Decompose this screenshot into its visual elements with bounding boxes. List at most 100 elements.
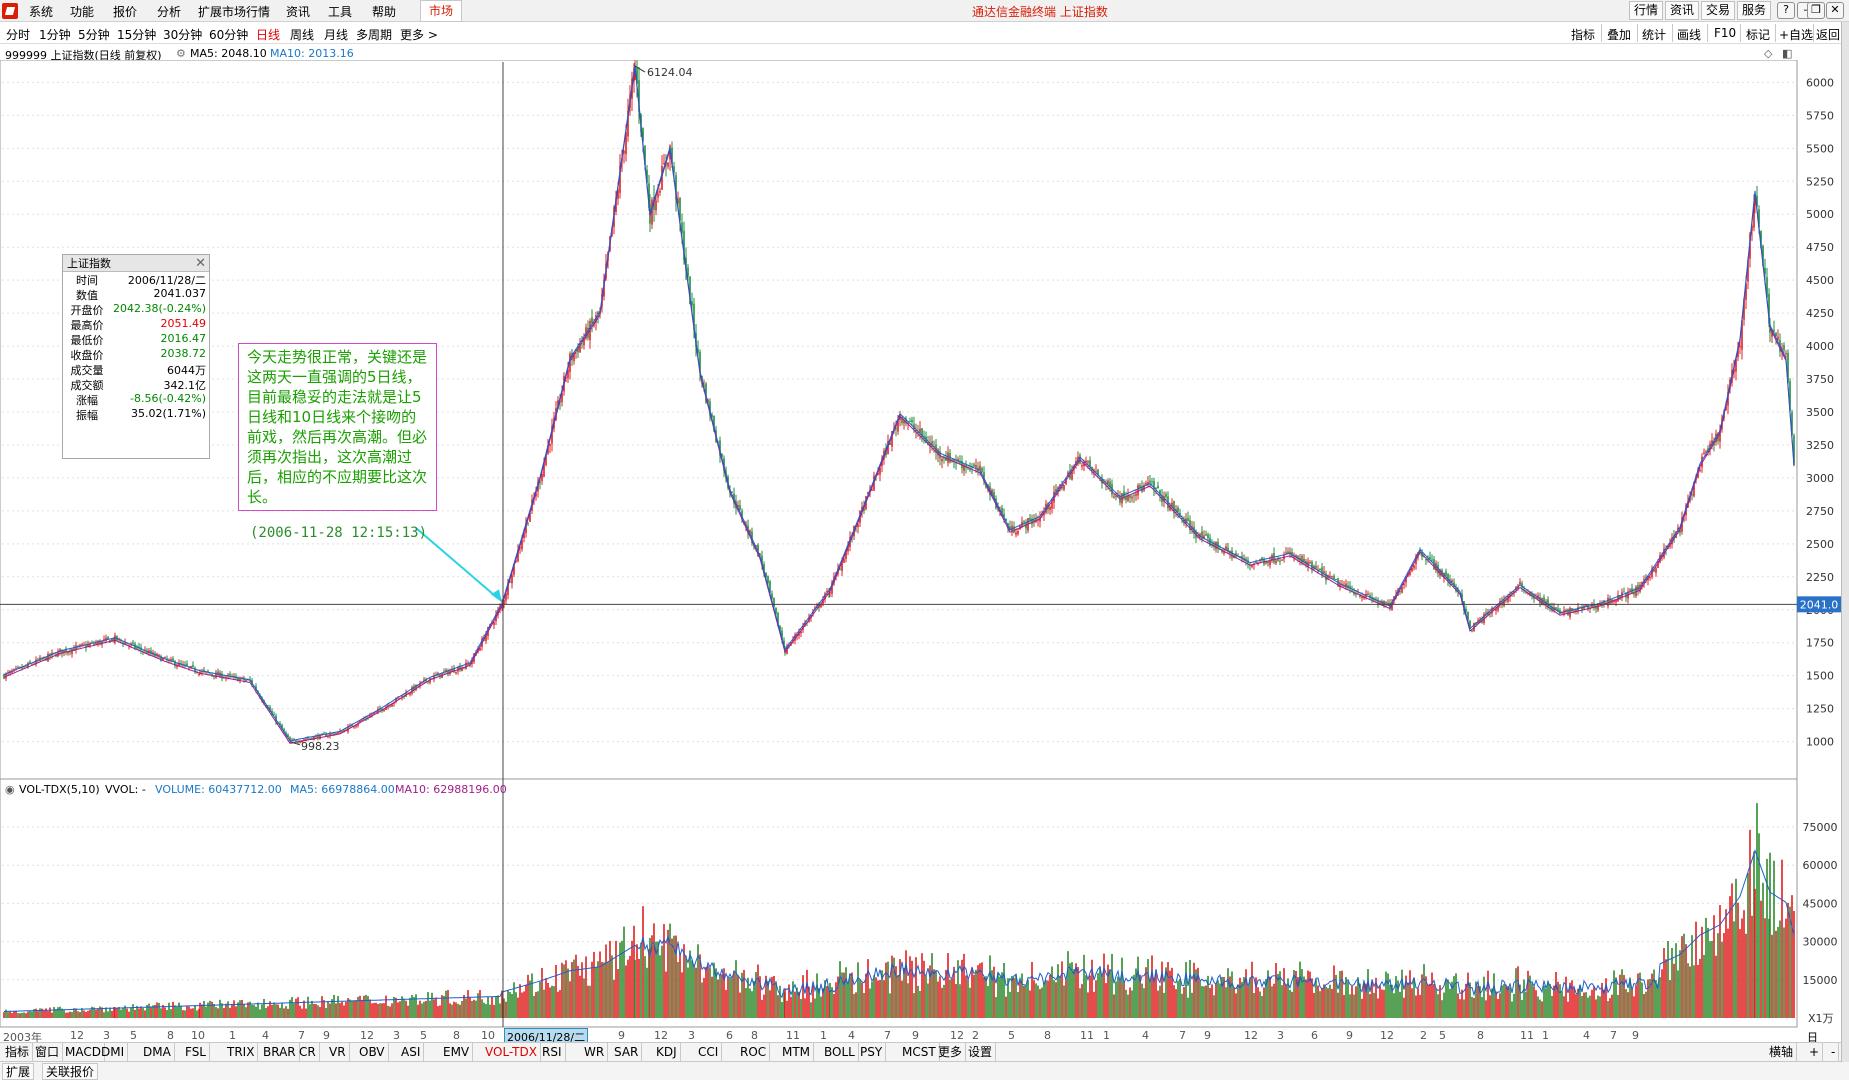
volume-bar [43,1010,45,1018]
period-5min[interactable]: 5分钟 [78,28,110,42]
candle-body [1277,559,1279,561]
indicator-tab[interactable]: 指标 [2,1043,34,1061]
period-more[interactable]: 更多 > [400,28,438,42]
indicator-tab[interactable]: WR [581,1043,609,1061]
menu-news[interactable]: 资讯 [286,5,311,19]
settings-icon[interactable]: ⚙ [176,47,186,60]
period-month[interactable]: 月线 [324,28,349,42]
candle-body [124,642,126,645]
period-week[interactable]: 周线 [290,28,315,42]
volume-bar [655,941,657,1018]
top-btn-service[interactable]: 服务 [1737,1,1771,20]
panel-icon[interactable]: ◧ [1782,47,1793,60]
right-edge-scrollbar[interactable] [1841,22,1849,1062]
axis-control[interactable]: + [1806,1043,1824,1061]
candle-body [1585,604,1587,607]
volume-bar [1091,959,1093,1018]
menu-help[interactable]: 帮助 [372,5,397,19]
candle-body [1785,353,1787,355]
volume-bar [425,1000,427,1018]
restore-icon[interactable]: ❐ [1807,2,1825,19]
tool-indicator[interactable]: 指标 [1571,28,1596,42]
volume-bar [981,962,983,1018]
indicator-tab[interactable]: CCI [695,1043,723,1061]
indicator-tab[interactable]: VOL-TDX [482,1043,541,1061]
indicator-tab[interactable]: KDJ [653,1043,681,1061]
indicator-tab[interactable]: FSL [182,1043,210,1061]
indicator-tab[interactable]: ASI [398,1043,425,1061]
indicator-tab[interactable]: PSY [857,1043,887,1061]
menu-analysis[interactable]: 分析 [157,5,182,19]
volume-bar [1347,981,1349,1018]
data-tooltip-window[interactable]: 上证指数 ✕ 时间 2006/11/28/二 数值 2041.037 开盘价 2042.3… [62,254,210,459]
period-tick[interactable]: 分时 [6,28,31,42]
indicator-tab[interactable]: RSI [539,1043,566,1061]
period-15min[interactable]: 15分钟 [117,28,157,42]
volume-bar [415,994,417,1018]
top-btn-trade[interactable]: 交易 [1701,1,1735,20]
help-icon[interactable]: ? [1777,2,1795,19]
kline-chart[interactable]: 6000575055005250500047504500425040003750… [0,60,1849,1028]
indicator-tab[interactable]: ROC [737,1043,771,1061]
indicator-tab[interactable]: 设置 [965,1043,997,1061]
volume-bar [277,1004,279,1018]
period-day[interactable]: 日线 [256,28,281,42]
indicator-tab[interactable]: BRAR [260,1043,300,1061]
indicator-tab[interactable]: TRIX [224,1043,259,1061]
volume-bar [1575,994,1577,1018]
period-1min[interactable]: 1分钟 [39,28,71,42]
period-multi[interactable]: 多周期 [356,28,393,42]
tool-draw[interactable]: 画线 [1677,28,1702,42]
volume-bar [1739,929,1741,1018]
indicator-tab[interactable]: VR [326,1043,350,1061]
candle-body [915,430,917,432]
volume-bar [1679,950,1681,1018]
tool-back[interactable]: 返回 [1816,28,1841,42]
period-30min[interactable]: 30分钟 [163,28,203,42]
close-icon[interactable]: ✕ [1826,2,1844,19]
volume-bar [1157,990,1159,1018]
diamond-icon[interactable]: ◇ [1764,47,1773,60]
menu-function[interactable]: 功能 [70,5,95,19]
divider [1740,24,1741,42]
tooltip-value: -8.56(-0.42%) [130,392,206,405]
volume-bar [353,1000,355,1018]
tab-extend[interactable]: 扩展 [2,1063,35,1080]
axis-control[interactable]: - [1828,1043,1840,1061]
tool-f10[interactable]: F10 [1714,26,1737,40]
indicator-tab[interactable]: DMI [98,1043,129,1061]
market-tab[interactable]: 市场 [420,0,462,22]
period-60min[interactable]: 60分钟 [209,28,249,42]
menu-quote[interactable]: 报价 [113,5,138,19]
indicator-tab[interactable]: MTM [779,1043,815,1061]
candle-body [1071,470,1073,480]
tool-mark[interactable]: 标记 [1746,28,1771,42]
indicator-tab[interactable]: MACD [62,1043,105,1061]
indicator-tab[interactable]: CR [296,1043,320,1061]
tool-add-favorite[interactable]: +自选 [1779,28,1814,42]
volume-bar [685,955,687,1018]
indicator-tab[interactable]: BOLL [821,1043,859,1061]
indicator-tab[interactable]: MCST [899,1043,940,1061]
menu-ext-market[interactable]: 扩展市场行情 [198,5,271,19]
volume-bar [357,996,359,1018]
volume-bar [1323,984,1325,1018]
indicator-tab[interactable]: 更多 [935,1043,967,1061]
menu-tools[interactable]: 工具 [328,5,353,19]
volume-bar [1599,996,1601,1018]
candle-body [1597,604,1599,611]
menu-system[interactable]: 系统 [29,5,54,19]
tool-overlay[interactable]: 叠加 [1607,28,1632,42]
indicator-tab[interactable]: 窗口 [32,1043,64,1061]
tooltip-close-icon[interactable]: ✕ [195,256,206,271]
tab-related-quote[interactable]: 关联报价 [42,1063,99,1080]
axis-control[interactable]: 横轴 [1766,1043,1798,1061]
tool-stats[interactable]: 统计 [1642,28,1667,42]
top-btn-quote[interactable]: 行情 [1629,1,1663,20]
top-btn-news[interactable]: 资讯 [1665,1,1699,20]
indicator-tab[interactable]: EMV [440,1043,474,1061]
candle-body [1331,576,1333,578]
indicator-tab[interactable]: DMA [140,1043,175,1061]
indicator-tab[interactable]: SAR [611,1043,643,1061]
indicator-tab[interactable]: OBV [356,1043,389,1061]
